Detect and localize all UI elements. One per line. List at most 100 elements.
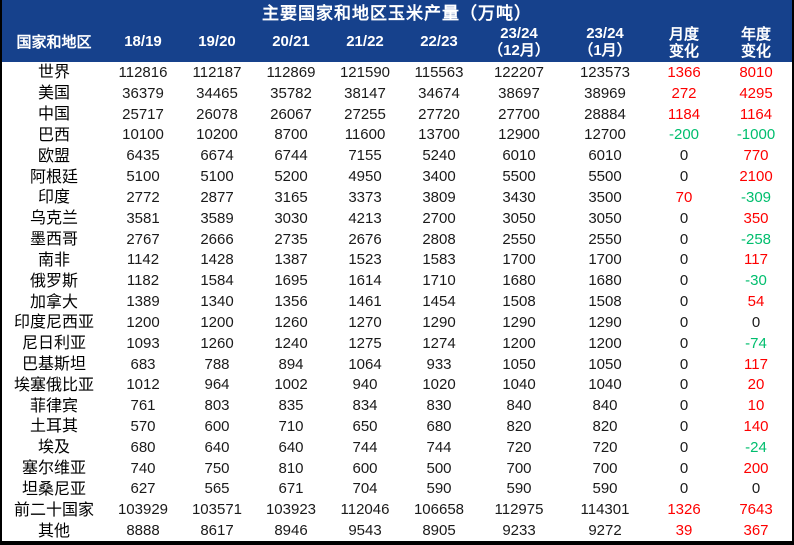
value-cell-23-24-jan: 1700 — [588, 251, 622, 269]
value-cell-20-21: 710 — [278, 417, 304, 435]
monthly-change-cell: 0 — [679, 376, 689, 394]
yearly-change-cell: -30 — [745, 272, 767, 290]
value-cell-21-22: 1614 — [348, 272, 382, 290]
yearly-change-cell: 367 — [743, 522, 769, 540]
table-row: 乌克兰 3581 3589 3030 4213 2700 3050 3050 0 350 — [2, 208, 792, 229]
monthly-change-cell: 0 — [679, 334, 689, 352]
yearly-change-cell: 4295 — [739, 84, 773, 102]
value-cell-18-19: 3581 — [126, 209, 160, 227]
yearly-change-cell: 20 — [747, 376, 765, 394]
country-name-cell: 土耳其 — [29, 416, 78, 436]
value-cell-19-20: 8617 — [200, 522, 234, 540]
table-row: 塞尔维亚 740 750 810 600 500 700 700 0 200 — [2, 458, 792, 479]
table-row: 埃塞俄比亚 1012 964 1002 940 1020 1040 1040 0 20 — [2, 374, 792, 395]
monthly-change-cell: 0 — [679, 209, 689, 227]
value-cell-23-24-jan: 1290 — [588, 313, 622, 331]
value-cell-22-23: 5240 — [422, 147, 456, 165]
value-cell-18-19: 1200 — [126, 313, 160, 331]
yearly-change-cell: 0 — [751, 313, 761, 331]
monthly-change-cell: 70 — [675, 188, 693, 206]
value-cell-20-21: 3165 — [274, 188, 308, 206]
value-cell-20-21: 26067 — [270, 105, 312, 123]
value-cell-21-22: 38147 — [344, 84, 386, 102]
value-cell-23-24-jan: 9272 — [588, 522, 622, 540]
value-cell-22-23: 8905 — [422, 522, 456, 540]
value-cell-19-20: 2666 — [200, 230, 234, 248]
table-row: 埃及 680 640 640 744 744 720 720 0 -24 — [2, 437, 792, 458]
country-name-cell: 墨西哥 — [29, 229, 78, 249]
value-cell-23-24-jan: 1040 — [588, 376, 622, 394]
value-cell-22-23: 106658 — [413, 501, 465, 519]
value-cell-22-23: 1583 — [422, 251, 456, 269]
value-cell-18-19: 1182 — [126, 272, 160, 290]
value-cell-23-24-jan: 720 — [592, 438, 618, 456]
table-row: 印度 2772 2877 3165 3373 3809 3430 3500 70 -309 — [2, 187, 792, 208]
country-name-cell: 其他 — [37, 520, 70, 540]
value-cell-21-22: 744 — [352, 438, 378, 456]
value-cell-18-19: 627 — [130, 480, 156, 498]
value-cell-22-23: 27720 — [418, 105, 460, 123]
column-header-20-21: 20/21 — [272, 33, 310, 51]
value-cell-23-24-dec: 820 — [506, 417, 532, 435]
country-name-cell: 前二十国家 — [13, 499, 94, 519]
monthly-change-cell: 1184 — [667, 105, 701, 123]
value-cell-20-21: 3030 — [274, 209, 308, 227]
value-cell-23-24-jan: 3050 — [588, 209, 622, 227]
value-cell-19-20: 1584 — [200, 272, 234, 290]
value-cell-19-20: 3589 — [200, 209, 234, 227]
table-row: 墨西哥 2767 2666 2735 2676 2808 2550 2550 0 -258 — [2, 229, 792, 250]
value-cell-21-22: 112046 — [340, 501, 390, 519]
monthly-change-cell: 0 — [679, 417, 689, 435]
yearly-change-cell: -74 — [745, 334, 767, 352]
value-cell-20-21: 2735 — [274, 230, 308, 248]
country-name-cell: 美国 — [37, 83, 70, 103]
value-cell-18-19: 570 — [130, 417, 156, 435]
value-cell-23-24-jan: 38969 — [584, 84, 626, 102]
value-cell-21-22: 11600 — [344, 126, 386, 144]
monthly-change-cell: -200 — [668, 126, 700, 144]
value-cell-20-21: 1260 — [274, 313, 308, 331]
value-cell-20-21: 810 — [278, 459, 304, 477]
value-cell-19-20: 565 — [204, 480, 230, 498]
value-cell-21-22: 1523 — [348, 251, 382, 269]
value-cell-19-20: 1200 — [200, 313, 234, 331]
value-cell-23-24-dec: 1508 — [502, 293, 536, 311]
column-header-21-22: 21/22 — [346, 33, 384, 51]
value-cell-21-22: 2676 — [348, 230, 382, 248]
value-cell-20-21: 1240 — [274, 334, 308, 352]
value-cell-23-24-dec: 1680 — [502, 272, 536, 290]
value-cell-22-23: 830 — [426, 397, 452, 415]
value-cell-23-24-dec: 700 — [506, 459, 532, 477]
value-cell-22-23: 2700 — [422, 209, 456, 227]
monthly-change-cell: 1366 — [667, 63, 701, 81]
value-cell-21-22: 27255 — [344, 105, 386, 123]
value-cell-23-24-jan: 6010 — [588, 147, 622, 165]
value-cell-22-23: 2808 — [422, 230, 456, 248]
value-cell-23-24-jan: 840 — [592, 397, 618, 415]
value-cell-20-21: 8700 — [274, 126, 308, 144]
value-cell-18-19: 680 — [130, 438, 156, 456]
table-row: 巴西 10100 10200 8700 11600 13700 12900 12700 -200… — [2, 124, 792, 145]
monthly-change-cell: 0 — [679, 147, 689, 165]
country-name-cell: 俄罗斯 — [29, 270, 78, 290]
value-cell-18-19: 761 — [130, 397, 156, 415]
value-cell-23-24-dec: 6010 — [502, 147, 536, 165]
table-row: 其他 8888 8617 8946 9543 8905 9233 9272 39 367 — [2, 520, 792, 541]
value-cell-20-21: 835 — [278, 397, 304, 415]
value-cell-20-21: 1002 — [274, 376, 308, 394]
table-title: 主要国家和地区玉米产量（万吨） — [2, 0, 792, 24]
value-cell-19-20: 1340 — [200, 293, 234, 311]
value-cell-19-20: 103571 — [191, 501, 243, 519]
value-cell-21-22: 940 — [352, 376, 378, 394]
value-cell-18-19: 2772 — [126, 188, 160, 206]
yearly-change-cell: 1164 — [739, 105, 773, 123]
value-cell-22-23: 1710 — [422, 272, 456, 290]
monthly-change-cell: 0 — [679, 438, 689, 456]
table-row: 尼日利亚 1093 1260 1240 1275 1274 1200 1200 0 -74 — [2, 333, 792, 354]
table-row: 阿根廷 5100 5100 5200 4950 3400 5500 5500 0 2100 — [2, 166, 792, 187]
table-body: 世界 112816 112187 112869 121590 115563 122207 12… — [2, 62, 792, 541]
value-cell-19-20: 1260 — [200, 334, 234, 352]
value-cell-23-24-jan: 590 — [592, 480, 618, 498]
country-name-cell: 巴基斯坦 — [21, 354, 86, 373]
value-cell-19-20: 10200 — [196, 126, 238, 144]
